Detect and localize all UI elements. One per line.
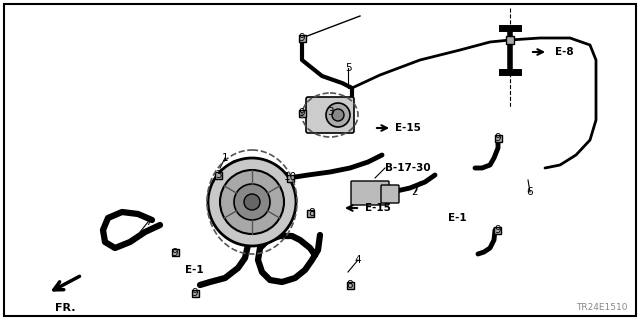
Circle shape <box>220 170 284 234</box>
Bar <box>493 227 500 234</box>
Bar <box>172 249 179 255</box>
Text: 9: 9 <box>495 133 501 143</box>
Text: 8: 8 <box>308 208 316 218</box>
Bar <box>298 35 305 42</box>
Text: 1: 1 <box>221 153 228 163</box>
Text: 9: 9 <box>172 248 179 258</box>
Text: TR24E1510: TR24E1510 <box>577 303 628 312</box>
Bar <box>287 174 294 181</box>
Circle shape <box>234 184 270 220</box>
Text: 8: 8 <box>347 280 353 290</box>
Text: 3: 3 <box>326 107 333 117</box>
Bar <box>506 36 514 44</box>
Bar <box>307 210 314 217</box>
Text: 4: 4 <box>355 255 362 265</box>
FancyBboxPatch shape <box>351 181 389 205</box>
Text: 6: 6 <box>527 187 533 197</box>
Text: B-17-30: B-17-30 <box>385 163 431 173</box>
Text: 9: 9 <box>192 288 198 298</box>
Text: 9: 9 <box>299 108 305 118</box>
Text: 5: 5 <box>345 63 351 73</box>
Bar <box>346 282 353 289</box>
Text: 10: 10 <box>284 172 296 182</box>
Text: E-8: E-8 <box>555 47 573 57</box>
Text: E-1: E-1 <box>185 265 204 275</box>
Bar <box>298 109 305 116</box>
Circle shape <box>208 158 296 246</box>
Text: 9: 9 <box>495 225 501 235</box>
Circle shape <box>326 103 350 127</box>
Text: FR.: FR. <box>55 303 76 313</box>
Circle shape <box>244 194 260 210</box>
FancyBboxPatch shape <box>306 97 354 133</box>
Circle shape <box>332 109 344 121</box>
Bar <box>495 134 502 141</box>
Text: E-1: E-1 <box>448 213 467 223</box>
Bar <box>191 290 198 297</box>
Bar <box>214 172 221 179</box>
Text: E-15: E-15 <box>365 203 391 213</box>
Text: 2: 2 <box>412 187 419 197</box>
Text: 9: 9 <box>299 33 305 43</box>
Text: E-15: E-15 <box>395 123 421 133</box>
Text: 3: 3 <box>214 170 221 180</box>
Text: 7: 7 <box>145 217 151 227</box>
FancyBboxPatch shape <box>381 185 399 203</box>
